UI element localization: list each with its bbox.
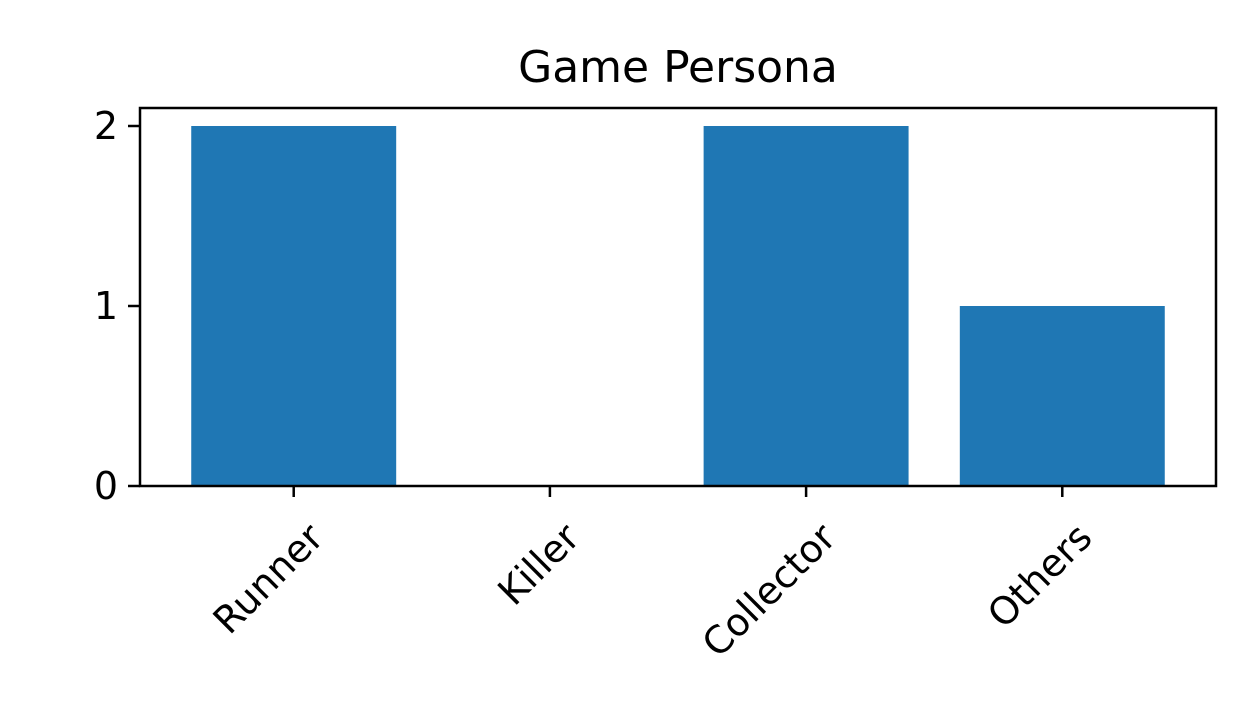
bar-collector bbox=[703, 126, 909, 486]
y-tick-label: 0 bbox=[94, 464, 118, 508]
y-tick-label: 2 bbox=[94, 104, 118, 148]
bars-layer bbox=[191, 126, 1165, 486]
y-tick-label: 1 bbox=[94, 284, 118, 328]
bar-others bbox=[959, 306, 1165, 486]
bar-runner bbox=[191, 126, 397, 486]
chart-title: Game Persona bbox=[518, 42, 838, 93]
plot-frame bbox=[138, 106, 1218, 488]
